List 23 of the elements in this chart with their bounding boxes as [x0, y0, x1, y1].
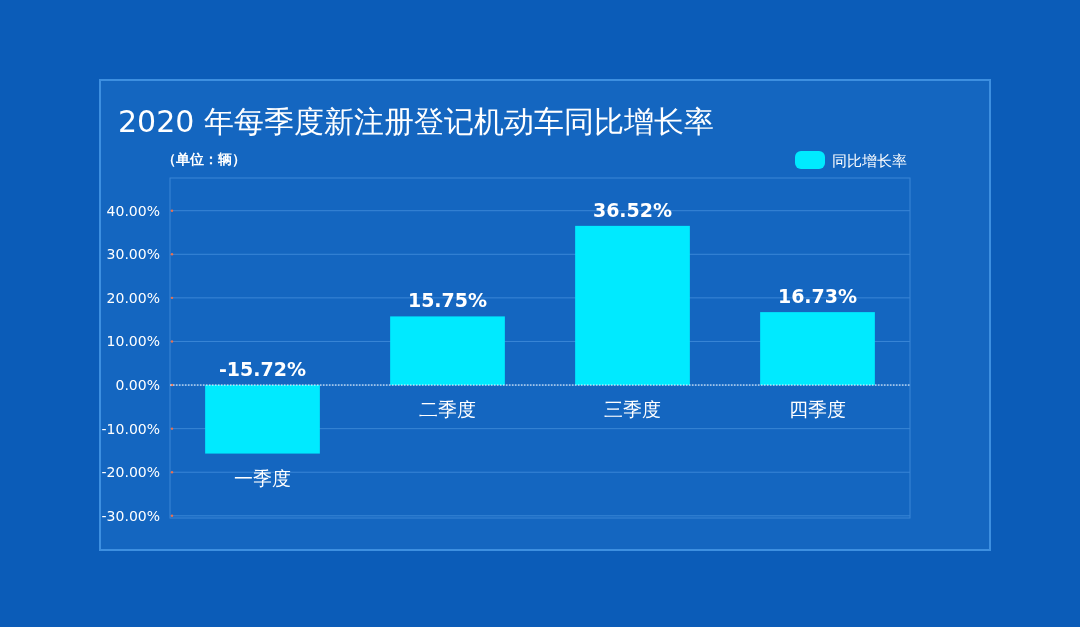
legend-label: 同比增长率 — [832, 152, 907, 170]
x-tick-label: 三季度 — [604, 398, 661, 421]
bar — [390, 316, 505, 386]
data-label: 36.52% — [592, 198, 673, 221]
bar — [205, 385, 320, 454]
x-tick-label: 一季度 — [234, 466, 291, 489]
bar — [760, 312, 875, 386]
chart-title: 2020 年每季度新注册登记机动车同比增长率 — [118, 104, 714, 139]
data-label: 15.75% — [407, 289, 488, 312]
bar — [575, 225, 690, 386]
data-label: -15.72% — [218, 358, 307, 381]
y-tick-label: 10.00% — [106, 333, 160, 350]
y-tick-label: -10.00% — [101, 420, 160, 437]
x-tick-label: 四季度 — [789, 398, 846, 421]
y-tick-label: 40.00% — [106, 202, 160, 219]
y-tick-label: -30.00% — [101, 507, 160, 524]
y-tick-label: -20.00% — [101, 464, 160, 481]
data-label: 16.73% — [777, 285, 858, 308]
y-tick-label: 20.00% — [106, 289, 160, 306]
y-tick-label: 30.00% — [106, 246, 160, 263]
x-tick-label: 二季度 — [419, 398, 476, 421]
y-tick-label: 0.00% — [115, 377, 160, 394]
y-axis-title: （单位：辆） — [162, 151, 246, 167]
